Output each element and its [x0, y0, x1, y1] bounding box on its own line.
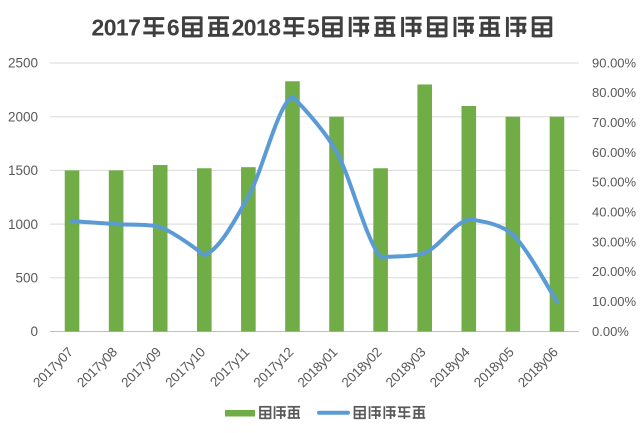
svg-text:2017: 2017	[92, 15, 141, 41]
svg-text:6: 6	[167, 15, 179, 41]
svg-text:30.00%: 30.00%	[592, 234, 637, 249]
svg-text:0.00%: 0.00%	[592, 324, 629, 339]
svg-text:2500: 2500	[8, 56, 38, 71]
svg-text:70.00%: 70.00%	[592, 115, 637, 130]
svg-text:90.00%: 90.00%	[592, 55, 637, 70]
svg-text:80.00%: 80.00%	[592, 85, 637, 100]
svg-text:5: 5	[307, 15, 320, 41]
svg-text:0: 0	[30, 324, 38, 339]
svg-text:10.00%: 10.00%	[592, 294, 637, 309]
svg-text:2000: 2000	[8, 109, 38, 124]
svg-text:20.00%: 20.00%	[592, 264, 637, 279]
svg-text:40.00%: 40.00%	[592, 205, 637, 220]
svg-text:1000: 1000	[8, 217, 38, 232]
svg-text:1500: 1500	[8, 163, 38, 178]
svg-text:2018: 2018	[232, 15, 282, 41]
svg-text:500: 500	[15, 271, 38, 286]
svg-text:60.00%: 60.00%	[592, 145, 637, 160]
svg-text:50.00%: 50.00%	[592, 175, 637, 190]
